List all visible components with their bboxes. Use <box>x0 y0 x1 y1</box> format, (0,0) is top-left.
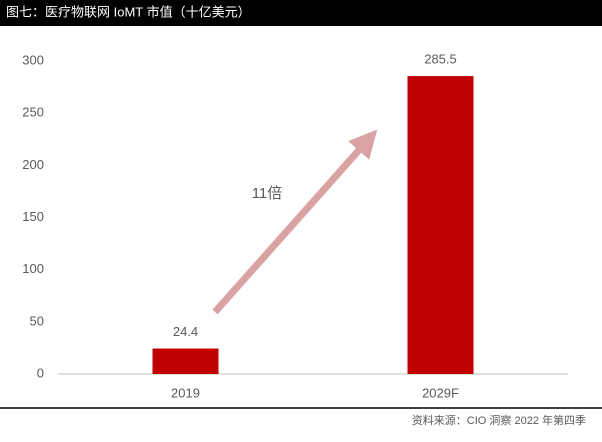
y-tick-label: 200 <box>22 157 44 172</box>
y-tick-label: 300 <box>22 52 44 67</box>
y-tick-label: 100 <box>22 261 44 276</box>
y-tick-label: 0 <box>37 365 44 380</box>
bar <box>152 348 219 374</box>
data-label: 285.5 <box>424 52 457 67</box>
x-tick-label: 2029F <box>422 385 459 400</box>
y-tick-label: 50 <box>30 313 44 328</box>
title-bar <box>0 0 602 26</box>
growth-arrow <box>212 129 378 315</box>
data-label: 24.4 <box>173 324 198 339</box>
y-tick-label: 150 <box>22 209 44 224</box>
source: 资料来源：CIO 洞察 2022 年第四季 <box>412 413 586 427</box>
chart-title: 图七：医疗物联网 IoMT 市值（十亿美元） <box>6 4 251 19</box>
x-tick-label: 2019 <box>171 385 200 400</box>
y-tick-label: 250 <box>22 105 44 120</box>
annotation: 11倍 <box>252 185 283 202</box>
bar <box>407 76 474 375</box>
